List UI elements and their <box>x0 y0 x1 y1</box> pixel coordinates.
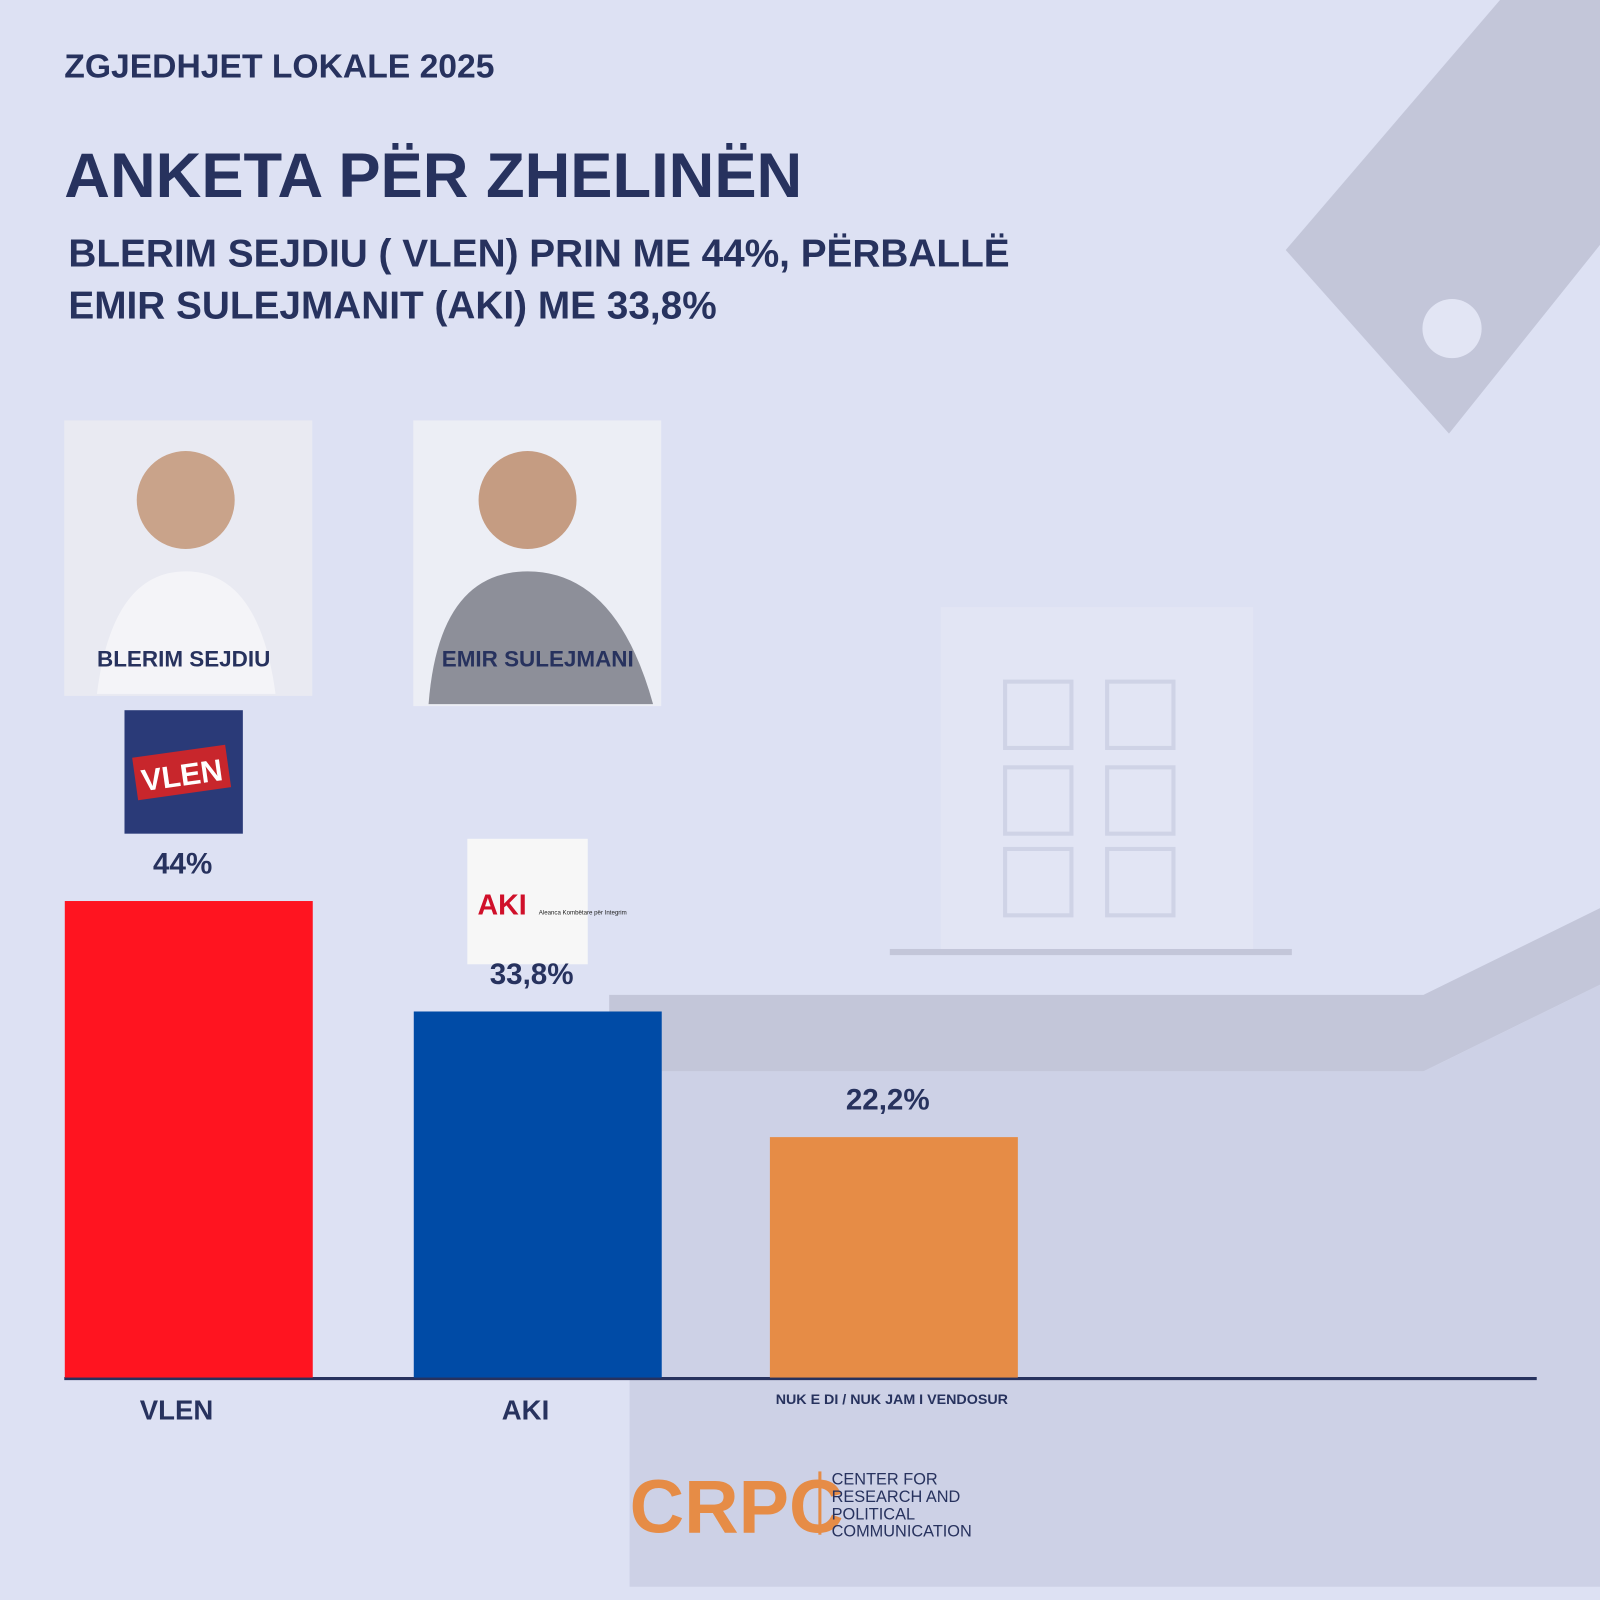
category-label: NUK E DI / NUK JAM I VENDOSUR <box>776 1392 1009 1408</box>
candidate-name: EMIR SULEJMANI <box>442 646 634 671</box>
supertitle: ZGJEDHJET LOKALE 2025 <box>64 49 494 86</box>
candidate-photo <box>478 451 577 549</box>
bar <box>413 1011 662 1378</box>
ballot-paper <box>940 607 1254 955</box>
source-name-line: POLITICAL <box>832 1505 915 1523</box>
aki-logo <box>467 838 588 965</box>
category-label: AKI <box>502 1394 549 1425</box>
ballot-boxes <box>1003 679 1176 918</box>
bar <box>64 901 313 1378</box>
aki-logo-caption: Aleanca Kombëtare për Integrim <box>539 909 627 916</box>
hand-decoration <box>1285 0 1600 434</box>
value-label: 33,8% <box>490 958 574 991</box>
source-name-line: COMMUNICATION <box>832 1523 972 1541</box>
candidate-name: BLERIM SEJDIU <box>97 646 270 671</box>
source-divider <box>818 1471 822 1535</box>
subtitle: BLERIM SEJDIU ( VLEN) PRIN ME 44%, PËRBA… <box>68 232 1009 275</box>
subtitle: EMIR SULEJMANIT (AKI) ME 33,8% <box>68 284 716 327</box>
vlen-logo <box>132 744 232 801</box>
category-label: VLEN <box>140 1394 213 1425</box>
candidate-photo <box>136 451 235 549</box>
aki-logo-text: AKI <box>477 889 526 921</box>
source-name-line: CENTER FOR <box>832 1471 938 1489</box>
box-top <box>609 908 1600 1072</box>
bar <box>769 1137 1018 1378</box>
hand-decoration <box>1422 298 1482 359</box>
candidate-photo <box>96 571 276 694</box>
value-label: 22,2% <box>846 1084 930 1117</box>
source-name-line: RESEARCH AND <box>832 1488 961 1506</box>
title: ANKETA PËR ZHELINËN <box>64 141 802 211</box>
box-front <box>629 984 1600 1587</box>
source-logo: CRPC <box>630 1466 844 1550</box>
ballot-slot <box>889 948 1292 956</box>
bars: 44% VLEN 33,8% AKI 22,2% NUK E DI / NUK JAM I… <box>64 847 1018 1425</box>
candidate-photo <box>428 571 654 705</box>
value-label: 44% <box>153 847 212 880</box>
